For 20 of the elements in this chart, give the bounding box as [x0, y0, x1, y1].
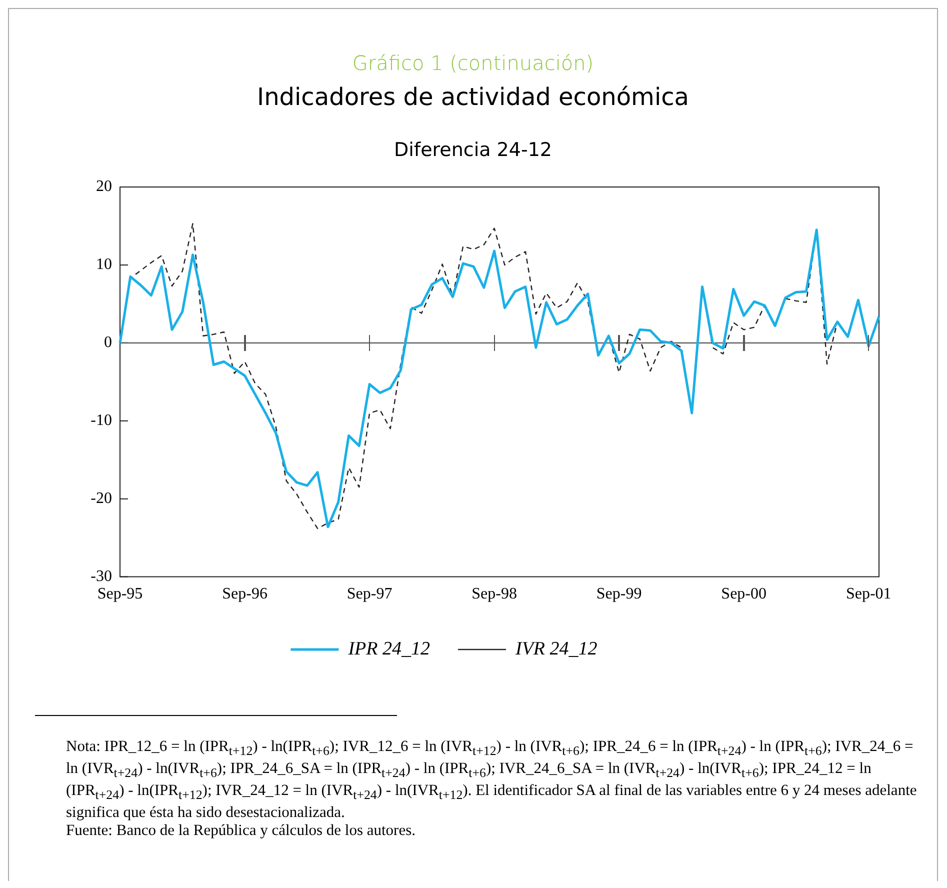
y-tick-label: -10: [90, 412, 112, 430]
y-tick-label: 10: [96, 256, 112, 274]
x-tick-label: Sep-97: [346, 586, 392, 603]
chart-title: Indicadores de actividad económica: [256, 83, 690, 111]
x-tick-label: Sep-01: [846, 586, 892, 603]
chart-subtitle: Diferencia 24-12: [392, 139, 554, 161]
x-tick-label: Sep-96: [222, 586, 268, 603]
legend-label: IVR 24_12: [514, 638, 598, 660]
y-tick-label: 0: [104, 334, 112, 352]
source-note: Fuente: Banco de la República y cálculos de los autores.: [66, 822, 417, 840]
text: Nota: IPR_12_6 = ln (IPR$_{t+12}$) - ln(IPR$_{t+6}$); IVR_12_6 = ln (IVR$_{t+12}$) - ln (IVR$_{t+6}$); IPR_24_6 = ln (IPR$_{t+24}$) - ln (IPR$_{t+6}$); IVR_24_6 = ln (IVR$_{t+24}$) - ln(IVR$_{t+6}$); IPR_24_6_SA = ln (IPR$_{t+24}$) - ln (IPR$_{t+6}$); IVR_24_6_SA = ln (IVR$_{t+24}$) - ln(IVR$_{t+6}$); IPR_24_12 = ln (IPR$_{t+24}$) - ln(IPR$_{t+12}$); IVR_24_12 = ln (IVR$_{t+24}$) - ln(IVR$_{t+12}$). El identificador SA al final de las variables entre 6 y 24 meses adelante significa que ésta ha sido desestacionalizada.: [66, 738, 917, 822]
y-tick-label: -20: [90, 490, 112, 508]
x-tick-label: Sep-98: [472, 586, 517, 603]
x-tick-label: Sep-99: [596, 586, 642, 603]
legend-label: IPR 24_12: [347, 638, 430, 660]
y-tick-label: 20: [96, 178, 112, 196]
y-tick-label: -30: [90, 568, 112, 586]
x-tick-label: Sep-00: [721, 586, 766, 603]
text: Gráfico 1 (continuación): [351, 51, 595, 75]
x-tick-label: Sep-95: [97, 586, 143, 603]
